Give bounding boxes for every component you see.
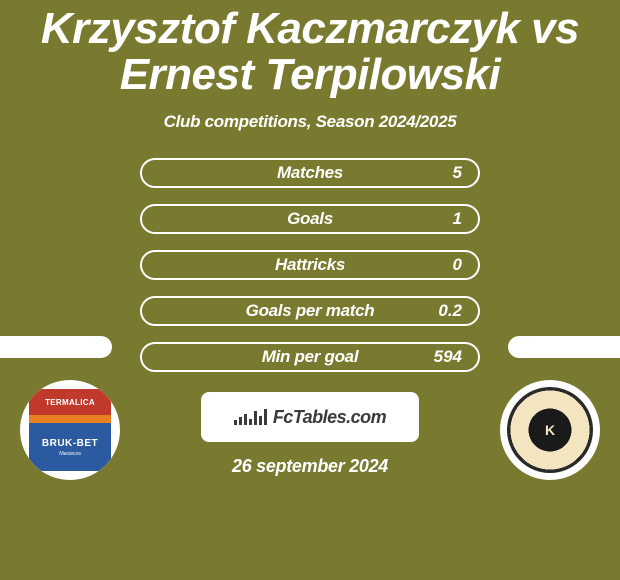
comparison-container: TERMALICA BRUK-BET Nieciecza 1911 K POLO… xyxy=(0,158,620,372)
stat-label: Matches xyxy=(277,163,343,183)
stat-label: Hattricks xyxy=(275,255,345,275)
stat-value: 5 xyxy=(453,163,462,183)
team-logo-right: 1911 K POLONIA xyxy=(500,380,600,480)
stat-bar: Goals per match 0.2 xyxy=(140,296,480,326)
stat-label: Goals xyxy=(287,209,333,229)
left-pill xyxy=(0,336,112,358)
ksp-name: POLONIA xyxy=(507,461,593,467)
stat-label: Min per goal xyxy=(262,347,359,367)
team-logo-left: TERMALICA BRUK-BET Nieciecza xyxy=(20,380,120,480)
right-pill xyxy=(508,336,620,358)
shield-top-text: TERMALICA xyxy=(29,389,111,415)
bar-chart-icon xyxy=(234,409,267,425)
stat-value: 1 xyxy=(453,209,462,229)
ksp-center: K xyxy=(535,415,565,445)
shield-bottom-text: Nieciecza xyxy=(59,451,81,457)
stat-bar: Goals 1 xyxy=(140,204,480,234)
shield-mid xyxy=(29,415,111,423)
stat-bar: Min per goal 594 xyxy=(140,342,480,372)
ksp-year: 1911 xyxy=(507,393,593,399)
shield-icon: TERMALICA BRUK-BET Nieciecza xyxy=(29,389,111,471)
stat-label: Goals per match xyxy=(246,301,375,321)
stat-bars: Matches 5 Goals 1 Hattricks 0 Goals per match 0… xyxy=(140,158,480,372)
ksp-badge-icon: 1911 K POLONIA xyxy=(507,387,593,473)
stat-value: 0 xyxy=(453,255,462,275)
shield-mid-text: BRUK-BET xyxy=(42,438,98,449)
brand-text: FcTables.com xyxy=(273,407,386,428)
shield-bottom: BRUK-BET Nieciecza xyxy=(29,423,111,471)
stat-bar: Matches 5 xyxy=(140,158,480,188)
brand-box: FcTables.com xyxy=(201,392,419,442)
stat-bar: Hattricks 0 xyxy=(140,250,480,280)
page-title: Krzysztof Kaczmarczyk vs Ernest Terpilow… xyxy=(30,6,590,98)
stat-value: 0.2 xyxy=(438,301,462,321)
subtitle: Club competitions, Season 2024/2025 xyxy=(0,112,620,132)
stat-value: 594 xyxy=(434,347,462,367)
